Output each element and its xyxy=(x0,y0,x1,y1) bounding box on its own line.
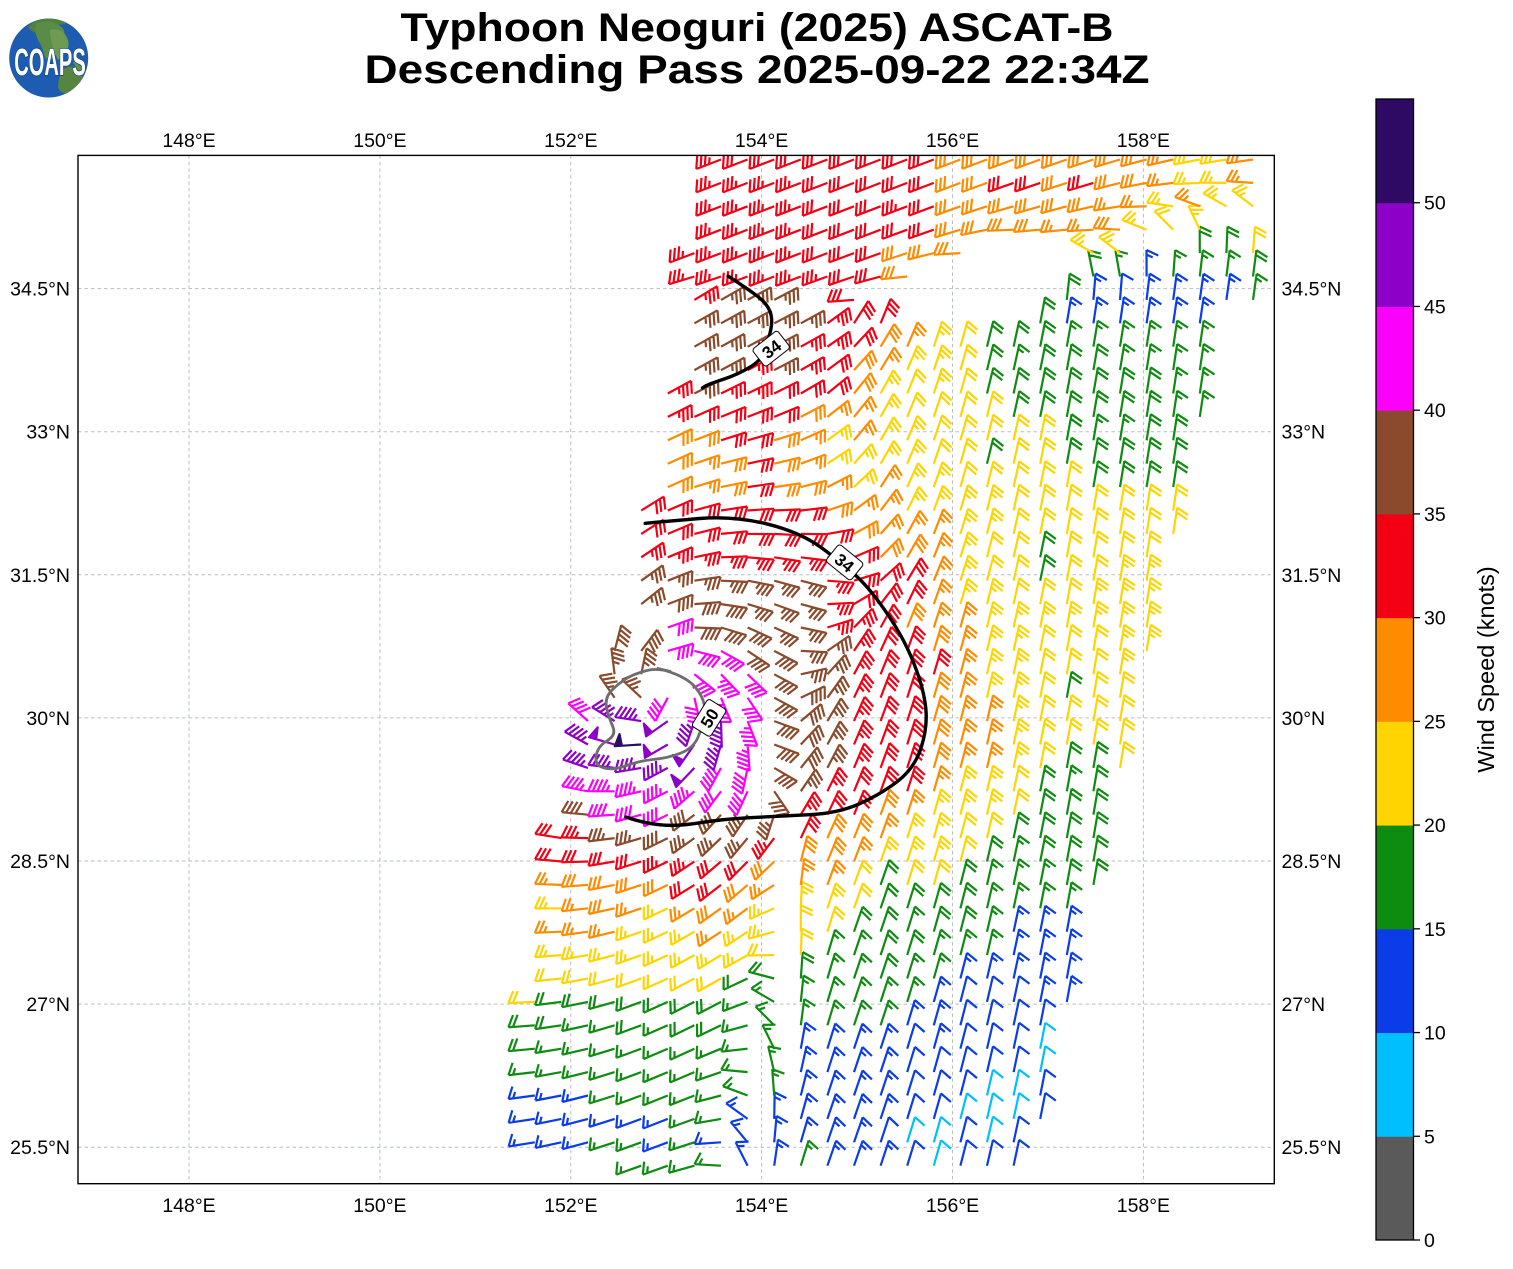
svg-text:154°E: 154°E xyxy=(735,1195,788,1217)
svg-text:154°E: 154°E xyxy=(735,130,788,152)
svg-text:30: 30 xyxy=(1424,608,1446,630)
svg-text:30°N: 30°N xyxy=(1282,708,1326,730)
svg-text:Wind Speed (knots): Wind Speed (knots) xyxy=(1473,566,1499,772)
svg-text:158°E: 158°E xyxy=(1117,130,1170,152)
svg-text:30°N: 30°N xyxy=(26,708,70,730)
svg-text:156°E: 156°E xyxy=(926,1195,979,1217)
svg-text:Typhoon Neoguri (2025) ASCAT-B: Typhoon Neoguri (2025) ASCAT-B xyxy=(401,6,1114,50)
svg-text:28.5°N: 28.5°N xyxy=(10,851,70,873)
svg-text:27°N: 27°N xyxy=(1282,994,1326,1016)
svg-text:25: 25 xyxy=(1424,711,1446,733)
svg-text:25.5°N: 25.5°N xyxy=(10,1137,70,1159)
svg-text:45: 45 xyxy=(1424,296,1446,318)
svg-text:10: 10 xyxy=(1424,1023,1446,1045)
svg-text:150°E: 150°E xyxy=(353,1195,406,1217)
svg-text:31.5°N: 31.5°N xyxy=(10,565,70,587)
svg-text:20: 20 xyxy=(1424,815,1446,837)
svg-text:34.5°N: 34.5°N xyxy=(1282,279,1342,301)
svg-text:28.5°N: 28.5°N xyxy=(1282,851,1342,873)
svg-text:152°E: 152°E xyxy=(544,130,597,152)
svg-text:158°E: 158°E xyxy=(1117,1195,1170,1217)
svg-text:40: 40 xyxy=(1424,400,1446,422)
svg-text:COAPS: COAPS xyxy=(14,42,86,84)
svg-text:150°E: 150°E xyxy=(353,130,406,152)
svg-text:Descending Pass 2025-09-22 22:: Descending Pass 2025-09-22 22:34Z xyxy=(365,48,1150,92)
svg-text:33°N: 33°N xyxy=(26,422,70,444)
svg-text:148°E: 148°E xyxy=(162,130,215,152)
svg-text:35: 35 xyxy=(1424,504,1446,526)
svg-text:31.5°N: 31.5°N xyxy=(1282,565,1342,587)
svg-text:152°E: 152°E xyxy=(544,1195,597,1217)
svg-text:33°N: 33°N xyxy=(1282,422,1326,444)
svg-text:25.5°N: 25.5°N xyxy=(1282,1137,1342,1159)
svg-text:156°E: 156°E xyxy=(926,130,979,152)
svg-text:34.5°N: 34.5°N xyxy=(10,279,70,301)
svg-text:0: 0 xyxy=(1424,1230,1435,1252)
svg-text:15: 15 xyxy=(1424,919,1446,941)
svg-text:5: 5 xyxy=(1424,1126,1435,1148)
svg-text:27°N: 27°N xyxy=(26,994,70,1016)
svg-text:50: 50 xyxy=(1424,193,1446,215)
svg-text:148°E: 148°E xyxy=(162,1195,215,1217)
